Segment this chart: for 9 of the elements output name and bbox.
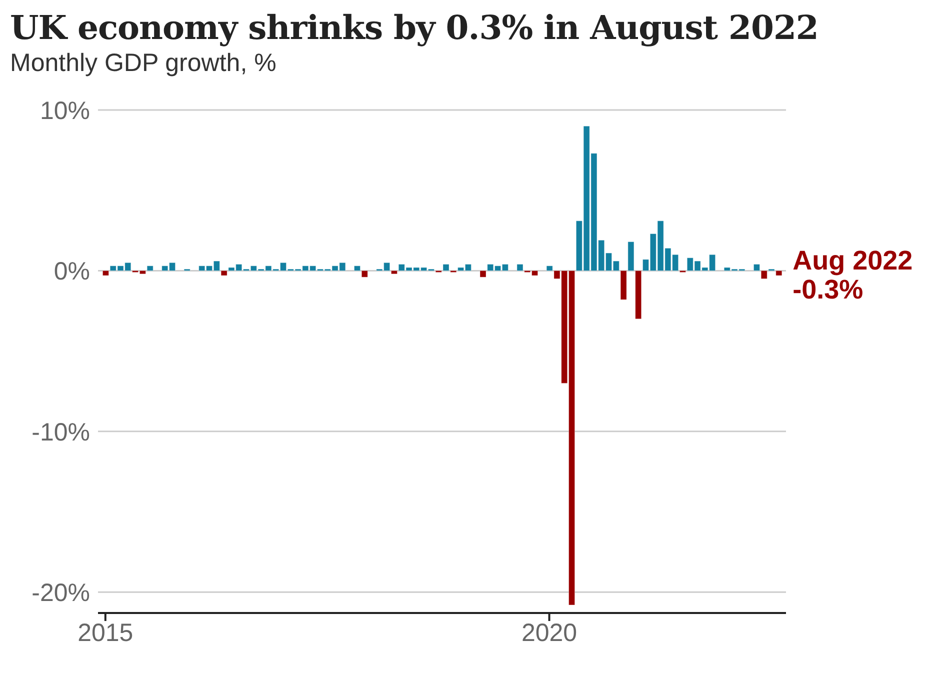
y-tick-label: -20% [32, 578, 90, 607]
y-tick-label: -10% [32, 418, 90, 446]
annotation: Aug 2022 -0.3% [792, 246, 913, 305]
y-tick-label: 10% [40, 96, 90, 125]
y-tick-label: 0% [54, 258, 90, 286]
x-tick-label: 2020 [521, 618, 578, 647]
chart-title: UK economy shrinks by 0.3% in August 2022 [10, 8, 820, 48]
x-tick-label: 2015 [78, 618, 134, 647]
chart-subtitle: Monthly GDP growth, % [10, 48, 278, 78]
